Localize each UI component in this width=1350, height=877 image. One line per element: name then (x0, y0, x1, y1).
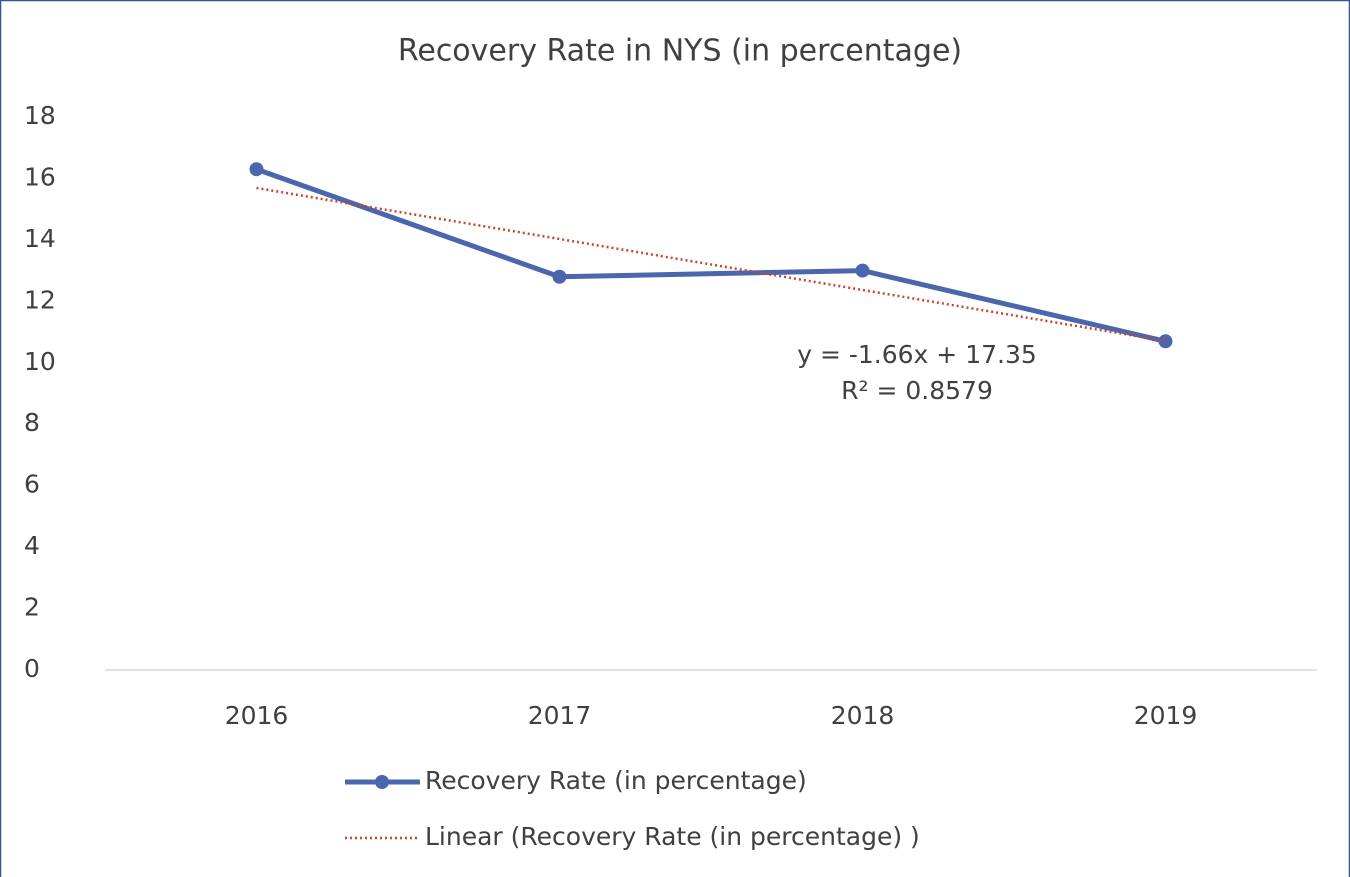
legend-label: Linear (Recovery Rate (in percentage) ) (425, 822, 920, 851)
data-point (249, 162, 264, 177)
y-tick-label: 4 (24, 531, 40, 560)
y-tick-label: 16 (24, 162, 56, 191)
trend-line (256, 186, 1166, 343)
trend-equation: y = -1.66x + 17.35 (797, 340, 1037, 369)
y-tick-label: 12 (24, 285, 56, 314)
legend-marker (375, 775, 389, 789)
x-tick-label: 2018 (831, 701, 895, 730)
chart-title: Recovery Rate in NYS (in percentage) (398, 34, 962, 69)
data-point (855, 263, 870, 278)
y-tick-label: 2 (24, 593, 40, 622)
legend-label: Recovery Rate (in percentage) (425, 766, 807, 795)
data-point (1158, 334, 1173, 349)
x-tick-label: 2019 (1134, 701, 1198, 730)
series-line (255, 166, 1167, 344)
trend-equation: R² = 0.8579 (841, 376, 993, 405)
y-tick-label: 10 (24, 347, 56, 376)
x-tick-label: 2017 (528, 701, 592, 730)
data-point (552, 269, 567, 284)
y-tick-label: 0 (24, 654, 40, 683)
y-tick-label: 18 (24, 101, 56, 130)
y-tick-label: 14 (24, 224, 56, 253)
x-tick-label: 2016 (225, 701, 289, 730)
y-tick-label: 8 (24, 408, 40, 437)
y-tick-label: 6 (24, 470, 40, 499)
